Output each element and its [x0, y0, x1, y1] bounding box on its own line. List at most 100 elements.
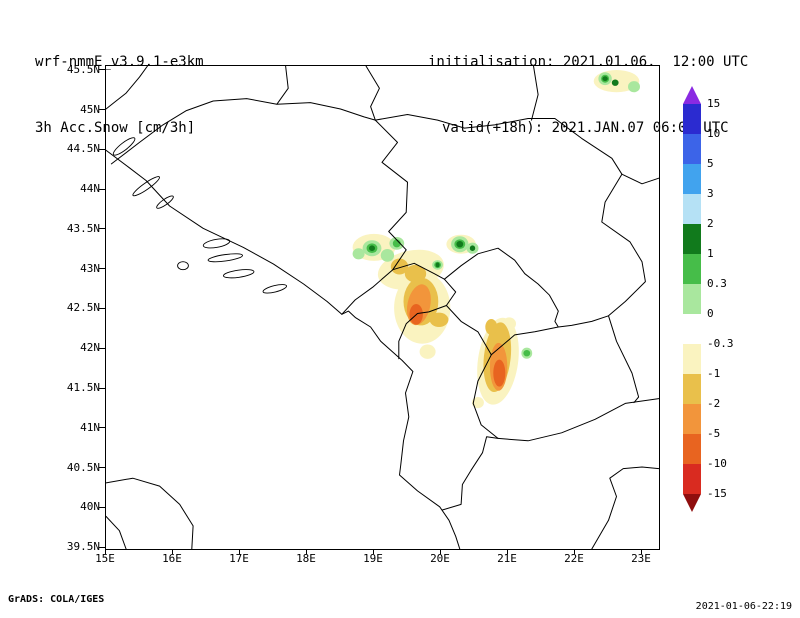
snow-blob-dgreen [456, 241, 464, 248]
island-outline [132, 176, 160, 197]
lat-tick-mark [99, 148, 105, 150]
border-serbia-north-east-border [374, 114, 646, 328]
lon-tick-mark [171, 549, 173, 554]
snow-blob-gold [390, 258, 409, 275]
lon-tick-mark [238, 549, 240, 554]
lat-tick-label: 39.5N [66, 540, 100, 554]
snow-blob-cream [419, 344, 436, 359]
border-danube-line [365, 66, 380, 121]
border-croatia-hungary-line [276, 66, 289, 105]
snow-blob-dgreen [469, 245, 476, 251]
snow-blob-dgreen [435, 262, 440, 268]
title-block: wrf-nmmE_v3.9.1-e3km 3h Acc.Snow [cm/3h] [35, 7, 204, 183]
border-kosovo-north-border [443, 247, 559, 328]
snow-blob-gold [485, 319, 498, 335]
border-serbia-romania-line [531, 66, 539, 121]
lat-tick-mark [99, 69, 105, 71]
lon-tick-label: 17E [229, 552, 249, 565]
border-montenegro-albania-border [398, 305, 447, 360]
colorbar-bottom-arrow [683, 494, 701, 512]
lat-tick-mark [99, 307, 105, 309]
lon-tick-label: 19E [363, 552, 383, 565]
colorbar-level-label: -2 [707, 397, 721, 410]
lat-tick-label: 44.5N [66, 142, 100, 156]
lon-tick-mark [305, 549, 307, 554]
lon-tick-label: 15E [95, 552, 115, 565]
colorbar-level-label: 2 [707, 217, 714, 230]
border-croatia-bosnia-border [110, 98, 376, 165]
colorbar-top-arrow [683, 86, 701, 104]
lat-tick-label: 41.5N [66, 381, 100, 395]
lat-tick-label: 43N [80, 261, 100, 275]
lat-tick-mark [99, 427, 105, 429]
colorbar-level-label: 0.3 [707, 277, 727, 290]
init-time: initialisation: 2021.01.06. 12:00 UTC [428, 54, 749, 70]
colorbar-segment [683, 344, 701, 374]
border-adriatic-coast [106, 149, 461, 549]
snow-blob-dgreen [369, 245, 375, 251]
colorbar-segment [683, 464, 701, 494]
lat-tick-mark [99, 188, 105, 190]
colorbar-level-label: -10 [707, 457, 727, 470]
field-title: 3h Acc.Snow [cm/3h] [35, 120, 196, 136]
lon-tick-mark [573, 549, 575, 554]
colorbar [683, 86, 701, 512]
border-kosovo-west-border [443, 278, 492, 356]
border-macedonia-west-border [472, 354, 499, 439]
island-outline [262, 284, 288, 294]
colorbar-level-label: 1 [707, 247, 714, 260]
border-italy-coast-south [106, 515, 127, 549]
lat-tick-label: 42N [80, 341, 100, 355]
snow-blob-dorange [493, 359, 506, 387]
island-outline [207, 253, 243, 263]
snow-blob-dgreen [602, 76, 608, 82]
colorbar-level-label: 3 [707, 187, 714, 200]
map-frame [105, 65, 660, 550]
lat-tick-mark [99, 506, 105, 508]
colorbar-segment [683, 104, 701, 134]
border-macedonia-north-border [490, 326, 559, 356]
snow-blob-gold [429, 312, 449, 327]
colorbar-level-label: -15 [707, 487, 727, 500]
island-outline [177, 261, 189, 271]
colorbar-level-label: 0 [707, 307, 714, 320]
lat-tick-mark [99, 467, 105, 469]
lon-tick-mark [439, 549, 441, 554]
colorbar-level-label: -5 [707, 427, 721, 440]
border-albania-greece-border [441, 436, 499, 511]
lon-tick-mark [372, 549, 374, 554]
snow-blob-green [523, 350, 531, 357]
plot-timestamp: 2021-01-06-22:19 [695, 601, 792, 612]
grads-credit: GrADS: COLA/IGES [8, 594, 105, 605]
lat-tick-label: 45.5N [66, 62, 100, 76]
lat-tick-label: 45N [80, 102, 100, 116]
lat-tick-mark [99, 387, 105, 389]
colorbar-canvas [683, 86, 701, 512]
border-drina-border [341, 119, 408, 315]
colorbar-segment [683, 194, 701, 224]
border-istria-coast [106, 66, 148, 110]
border-greece-north-border [497, 398, 659, 442]
colorbar-level-label: 5 [707, 157, 714, 170]
lat-tick-label: 43.5N [66, 221, 100, 235]
colorbar-segment [683, 374, 701, 404]
lon-tick-label: 22E [564, 552, 584, 565]
colorbar-level-label: -0.3 [707, 337, 734, 350]
lat-tick-label: 44N [80, 182, 100, 196]
island-outline [222, 269, 255, 279]
lon-tick-label: 18E [296, 552, 316, 565]
colorbar-segment [683, 434, 701, 464]
lat-tick-mark [99, 268, 105, 270]
lat-tick-mark [99, 546, 105, 548]
border-danube-east-line [621, 173, 659, 185]
lon-tick-mark [104, 549, 106, 554]
snow-blob-dgreen [611, 79, 619, 86]
colorbar-level-label: 10 [707, 127, 721, 140]
lon-tick-label: 20E [430, 552, 450, 565]
colorbar-level-label: -1 [707, 367, 721, 380]
colorbar-segment [683, 134, 701, 164]
snow-blob-lgreen [380, 249, 395, 262]
lat-tick-label: 41N [80, 420, 100, 434]
lon-tick-mark [640, 549, 642, 554]
